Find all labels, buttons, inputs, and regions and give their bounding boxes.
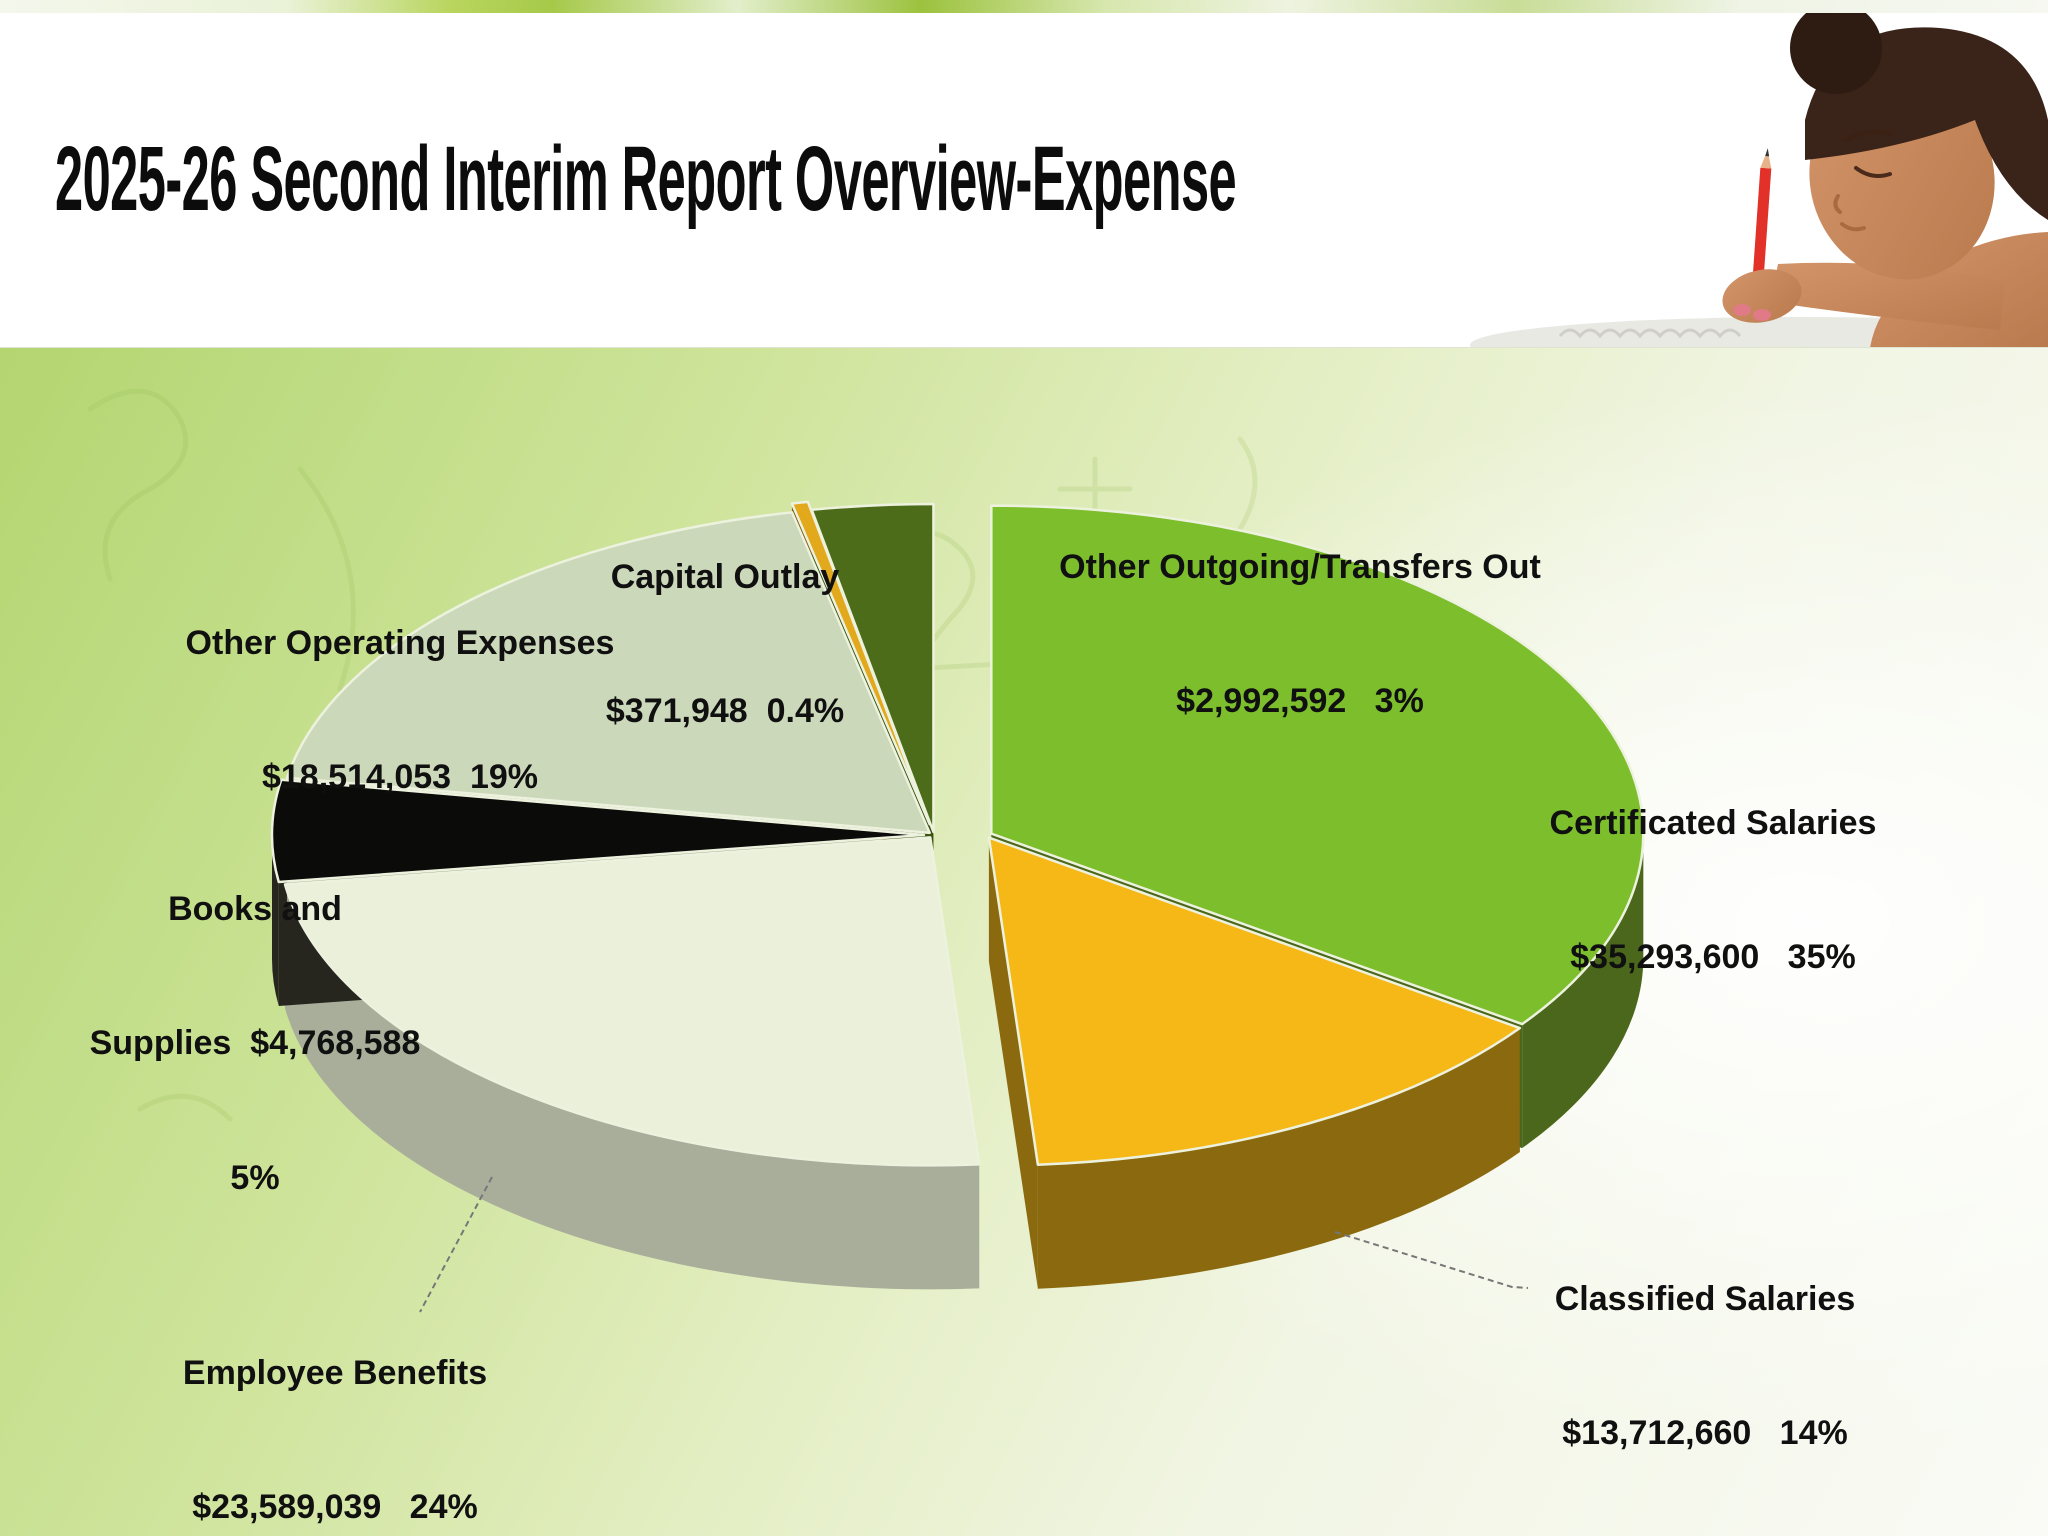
pie-slice-other-outgoing-transfers-out	[810, 502, 935, 834]
background-watermark	[87, 388, 1258, 1122]
pie-label-title: Certificated Salaries	[1549, 803, 1877, 842]
pie-label-value: $371,948 0.4%	[605, 692, 845, 731]
pie-slice-employee-benefits	[283, 836, 981, 1167]
top-accent-strip	[0, 0, 2048, 13]
pie-label-value: $23,589,039 24%	[192, 1488, 478, 1527]
pie-slice-other-operating-expenses	[285, 511, 931, 835]
leader-lines	[419, 1176, 1529, 1313]
leader-line-employee	[419, 1176, 493, 1313]
pie-slice-books-and-supplies	[270, 778, 926, 884]
header-band: 2025-26 Second Interim Report Overview-E…	[0, 13, 2048, 348]
fingernail	[1753, 309, 1771, 321]
leader-line-classified	[1334, 1231, 1529, 1289]
pie-label-value: Supplies $4,768,588	[89, 1024, 421, 1063]
pie-label-title: Other Outgoing/Transfers Out	[1059, 547, 1541, 586]
page-title: 2025-26 Second Interim Report Overview-E…	[55, 128, 1237, 230]
notebook-spiral	[1558, 328, 1742, 339]
pie-label-title: Capital Outlay	[610, 557, 840, 596]
pie-label-value: $13,712,660 14%	[1562, 1414, 1848, 1453]
pie-label-title: Classified Salaries	[1554, 1279, 1856, 1318]
photo-girl-writing	[1470, 13, 2048, 347]
pie-label-percent: 5%	[230, 1159, 280, 1197]
pie-label-title: Other Operating Expenses	[185, 623, 615, 662]
hair-bun	[1790, 13, 1882, 94]
pie-slice-rim-employee-benefits	[284, 884, 980, 1290]
girl-eyebrow	[1843, 129, 1893, 143]
girl-arm	[1770, 262, 2005, 330]
red-pencil	[1751, 148, 1772, 299]
girl-eye	[1854, 166, 1892, 178]
pie-label-capital-outlay: Capital Outlay $371,948 0.4%	[555, 465, 895, 824]
pie-label-other-operating: Other Operating Expenses $18,514,053 19%	[160, 531, 640, 890]
pie-label-title: Employee Benefits	[182, 1353, 488, 1392]
pie-label-employee-benefits: Employee Benefits $23,589,039 24%	[115, 1261, 555, 1536]
pie-slice-capital-outlay	[790, 500, 931, 826]
pie-label-value: $18,514,053 19%	[261, 758, 539, 797]
pie-label-title: Books and	[168, 889, 342, 928]
pie-label-certificated: Certificated Salaries $35,293,600 35%	[1478, 711, 1948, 1070]
pie-label-value: $35,293,600 35%	[1570, 938, 1856, 977]
pie-slice-certificated-salaries	[990, 504, 1645, 1026]
pie-label-value: $2,992,592 3%	[1176, 682, 1424, 721]
pie-chart	[270, 500, 1645, 1290]
pie-slice-rim-certificated-salaries	[1522, 833, 1644, 1149]
pie-slice-cut-classified-salaries-end	[988, 837, 1038, 1289]
pie-slice-classified-salaries	[987, 836, 1522, 1166]
fingernail	[1733, 304, 1751, 316]
pie-label-classified: Classified Salaries $13,712,660 14%	[1475, 1187, 1935, 1536]
girl-nose-lips	[1833, 194, 1866, 232]
chart-region: Other Outgoing/Transfers Out $2,992,592 …	[0, 349, 2048, 1536]
pie-label-books-supplies: Books and Supplies $4,768,588 5%	[80, 797, 430, 1291]
pie-label-other-outgoing: Other Outgoing/Transfers Out $2,992,592 …	[1030, 455, 1570, 814]
